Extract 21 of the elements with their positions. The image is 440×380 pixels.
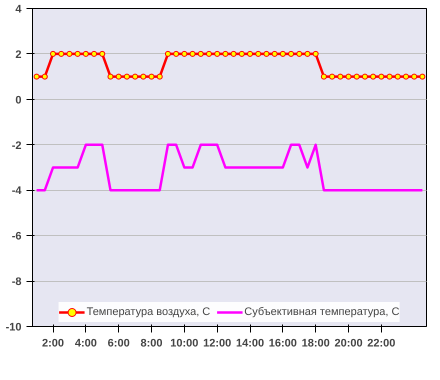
- x-tick-label: 22:00: [367, 338, 396, 350]
- x-tick-label: 16:00: [268, 338, 297, 350]
- y-tick-label: 4: [15, 4, 22, 16]
- x-tick-label: 12:00: [203, 338, 232, 350]
- x-tick-label: 10:00: [170, 338, 198, 350]
- y-tick-label: -6: [12, 230, 22, 243]
- x-tick-label: 2:00: [42, 338, 64, 350]
- y-tick-label: -2: [12, 140, 22, 152]
- x-tick-label: 20:00: [334, 338, 363, 350]
- x-tick-label: 18:00: [302, 338, 330, 350]
- y-tick-label: 0: [15, 94, 22, 106]
- y-tick-label: 2: [15, 48, 22, 61]
- y-tick-label: -10: [6, 322, 22, 334]
- x-tick-label: 6:00: [108, 338, 130, 350]
- y-tick-label: -8: [12, 276, 22, 288]
- legend-label: Температура воздуха, С: [86, 306, 210, 318]
- x-tick-label: 14:00: [236, 338, 264, 350]
- x-tick-label: 8:00: [140, 338, 163, 350]
- x-tick-label: 4:00: [74, 338, 97, 350]
- legend-label: Субъективная температура, С: [244, 306, 400, 318]
- y-tick-label: -4: [12, 185, 22, 198]
